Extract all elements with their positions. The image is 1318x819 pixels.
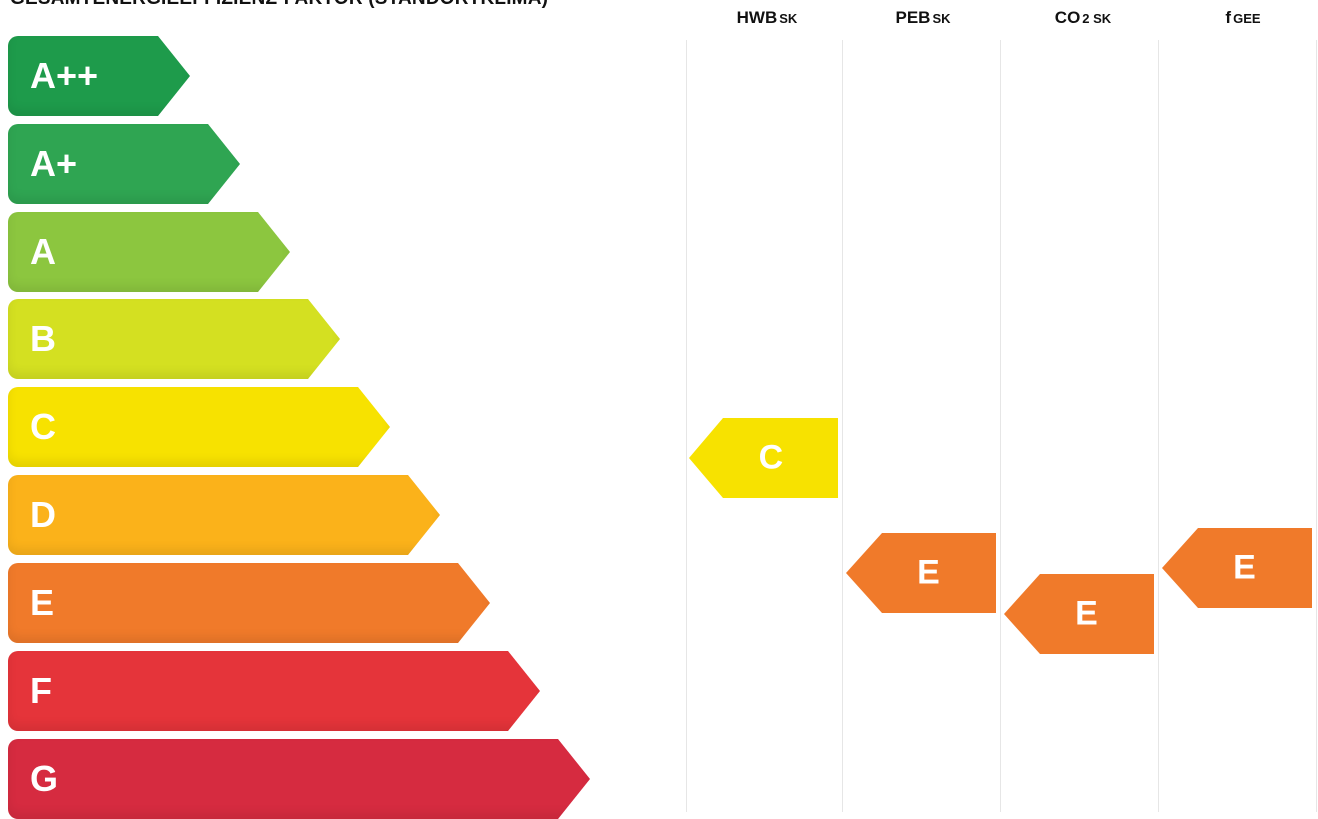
class-label: A (30, 231, 56, 272)
rating-co2-value: E (1075, 594, 1098, 633)
rating-fgee-value: E (1233, 548, 1256, 587)
column-header-hwb: HWB SK (692, 8, 842, 28)
class-arrow-f: F (8, 651, 540, 731)
class-arrow-a-plus: A+ (8, 124, 240, 204)
rating-hwb-value: C (758, 438, 784, 477)
column-header-fgee: f GEE (1168, 8, 1318, 28)
rating-peb-value: E (917, 553, 940, 592)
column-header-fgee-main: f (1225, 8, 1232, 27)
class-label: B (30, 318, 56, 359)
column-header-co2-main: CO (1054, 8, 1081, 27)
grid-line-vertical (1000, 40, 1001, 812)
class-label: A+ (30, 143, 78, 184)
scale-title: GESAMTENERGIEEFFIZIENZ-FAKTOR (STANDORTK… (10, 0, 548, 10)
column-header-fgee-sub: GEE (1233, 11, 1261, 26)
class-arrow-a-plus-plus: A++ (8, 36, 190, 116)
grid-line-vertical (1316, 40, 1317, 812)
rating-co2: E (1004, 574, 1154, 654)
column-header-peb-sub: SK (932, 11, 951, 26)
grid-line-vertical (1158, 40, 1159, 812)
class-arrow-c: C (8, 387, 390, 467)
rating-hwb: C (689, 418, 838, 498)
class-label: A++ (30, 55, 99, 96)
rating-fgee: E (1162, 528, 1312, 608)
column-header-peb-main: PEB (895, 8, 931, 27)
class-arrow-b: B (8, 299, 340, 379)
grid-line-vertical (842, 40, 843, 812)
column-header-co2: CO 2 SK (1008, 8, 1158, 28)
class-arrow-a: A (8, 212, 290, 292)
class-arrow-g: G (8, 739, 590, 819)
grid-line-vertical (686, 40, 687, 812)
class-arrow-d: D (8, 475, 440, 555)
class-arrow-e: E (8, 563, 490, 643)
class-label: D (30, 494, 56, 535)
column-header-peb: PEB SK (848, 8, 998, 28)
class-label: F (30, 670, 52, 711)
column-header-hwb-sub: SK (779, 11, 798, 26)
class-label: G (30, 758, 59, 799)
class-label: C (30, 406, 56, 447)
class-label: E (30, 582, 55, 623)
rating-peb: E (846, 533, 996, 613)
column-header-hwb-main: HWB (736, 8, 778, 27)
column-header-co2-sub: 2 SK (1082, 11, 1112, 26)
